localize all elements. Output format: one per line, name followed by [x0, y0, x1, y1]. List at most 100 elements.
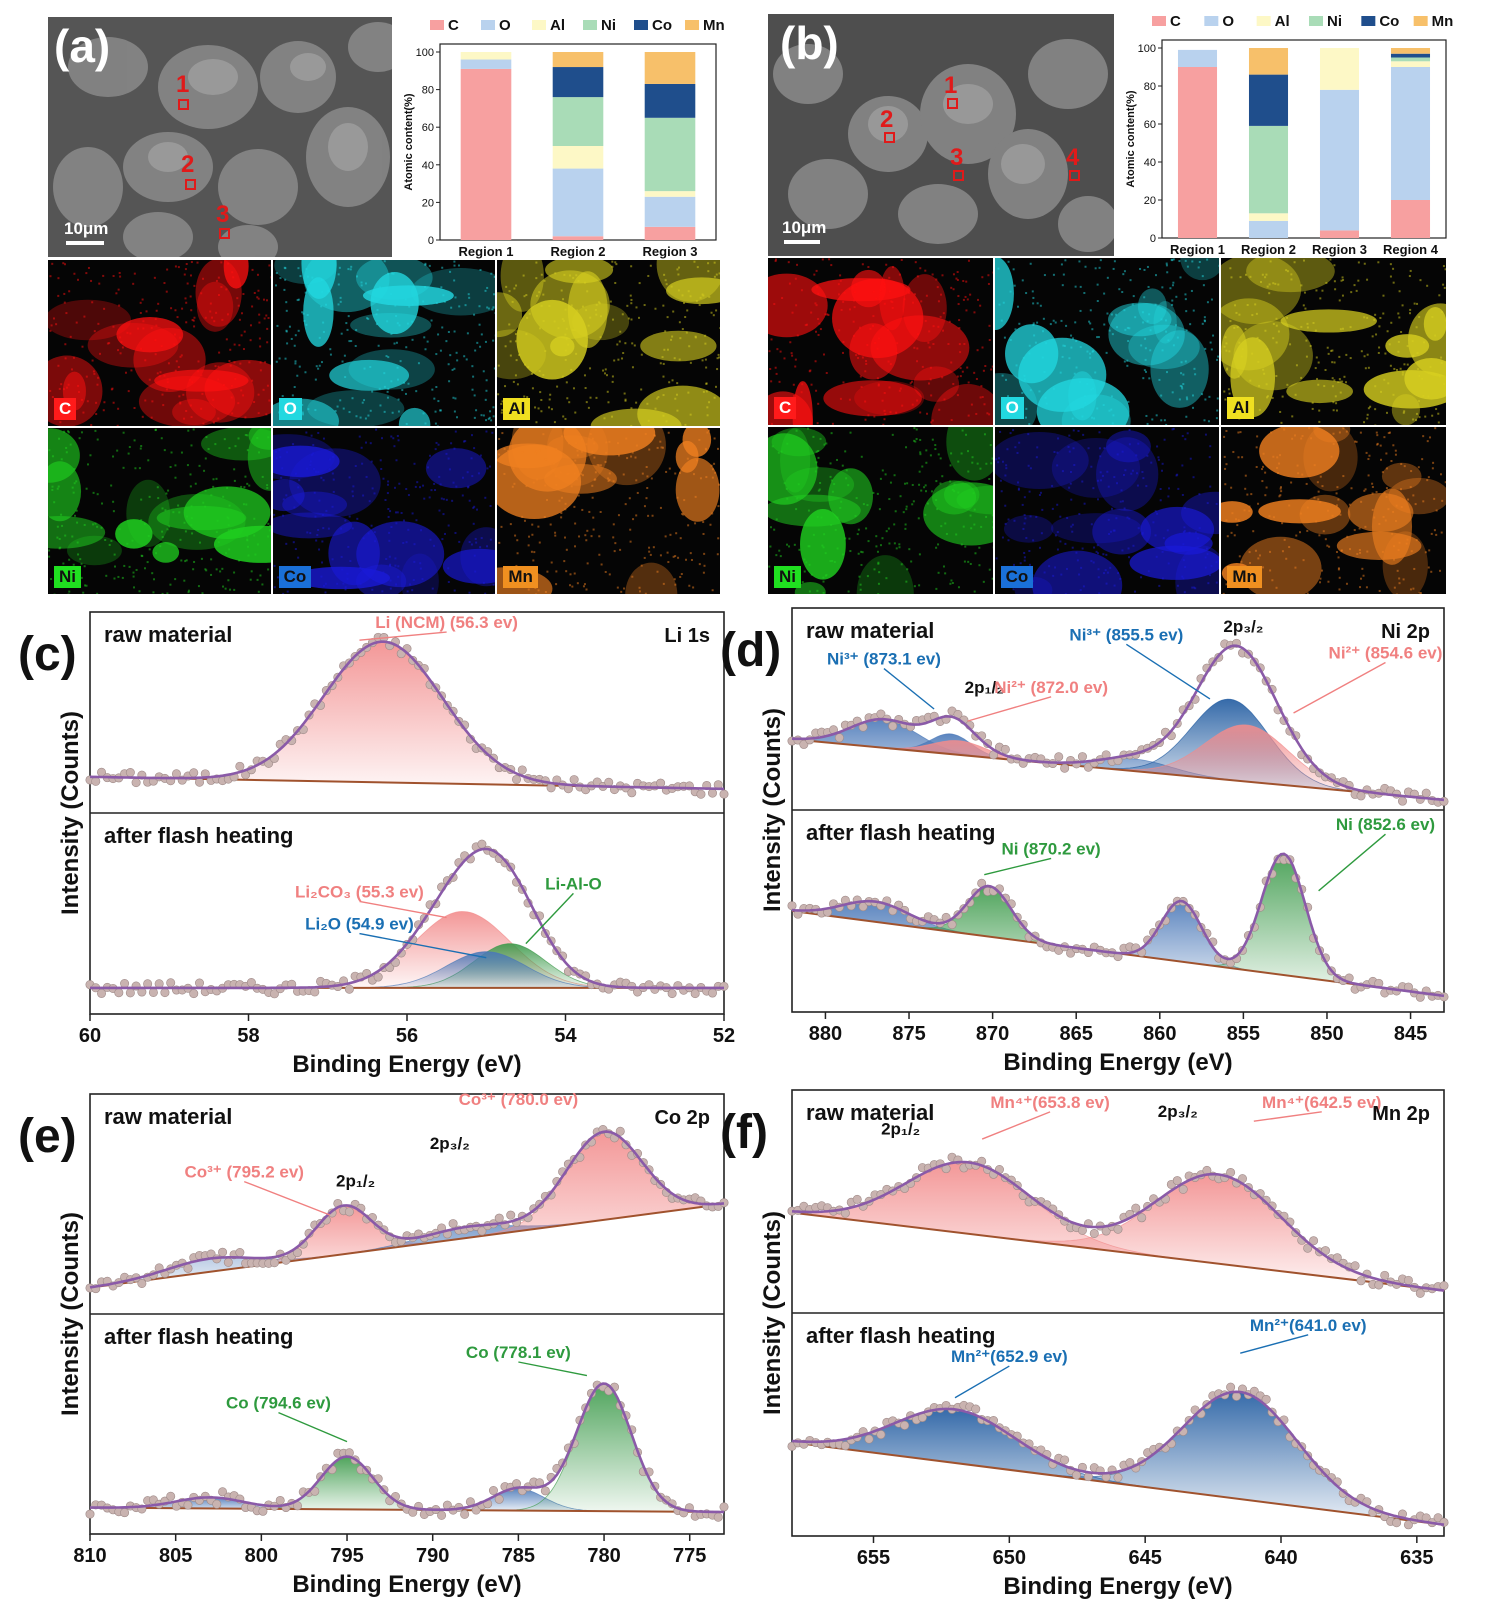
map-speck	[991, 365, 993, 368]
map-speck	[660, 506, 663, 509]
map-speck	[283, 288, 286, 291]
map-speck	[1182, 559, 1185, 562]
map-speck	[1435, 533, 1438, 536]
map-speck	[85, 272, 88, 275]
map-speck	[967, 381, 970, 384]
map-speck	[1161, 286, 1164, 289]
map-speck	[491, 339, 494, 342]
map-speck	[857, 352, 860, 355]
map-speck	[1079, 309, 1082, 312]
map-speck	[256, 578, 259, 581]
map-speck	[618, 514, 621, 517]
map-speck	[204, 316, 207, 319]
map-speck	[1113, 260, 1116, 263]
map-speck	[537, 589, 540, 592]
map-speck	[607, 390, 610, 393]
map-speck	[770, 422, 773, 425]
map-speck	[1418, 374, 1421, 377]
map-speck	[264, 361, 267, 364]
map-speck	[605, 441, 608, 444]
map-speck	[141, 298, 144, 301]
map-speck	[1096, 544, 1099, 547]
map-speck	[1180, 385, 1183, 388]
map-speck	[1286, 383, 1289, 386]
map-speck	[890, 300, 893, 303]
map-speck	[1022, 356, 1025, 359]
map-speck	[849, 431, 852, 434]
map-speck	[542, 293, 545, 296]
map-speck	[1366, 417, 1369, 420]
map-speck	[166, 381, 169, 384]
map-speck	[706, 406, 709, 409]
map-speck	[1386, 467, 1389, 470]
map-speck	[717, 447, 720, 450]
map-speck	[337, 273, 340, 276]
map-speck	[426, 466, 429, 469]
map-speck	[1167, 495, 1170, 498]
map-speck	[257, 412, 260, 415]
map-speck	[422, 412, 425, 415]
map-speck	[662, 394, 665, 397]
map-speck	[1092, 487, 1095, 490]
map-speck	[1193, 373, 1196, 376]
element-map-label: C	[54, 398, 77, 420]
map-speck	[1325, 538, 1328, 541]
map-speck	[1412, 494, 1415, 497]
map-speck	[1394, 586, 1397, 589]
map-speck	[662, 375, 665, 378]
map-speck	[653, 434, 656, 437]
map-blob	[682, 428, 712, 457]
map-speck	[112, 510, 115, 513]
map-speck	[1098, 447, 1101, 450]
map-speck	[716, 357, 719, 360]
y-axis-label: Intensity (Counts)	[57, 1212, 84, 1416]
map-speck	[1238, 519, 1241, 522]
map-speck	[397, 398, 400, 401]
map-speck	[202, 501, 205, 504]
element-map-texture	[272, 428, 496, 594]
map-speck	[347, 315, 350, 318]
map-speck	[126, 331, 129, 334]
map-speck	[1072, 447, 1075, 450]
map-speck	[49, 329, 52, 332]
legend-swatch	[430, 20, 444, 30]
map-speck	[361, 401, 364, 404]
map-speck	[275, 457, 278, 460]
map-speck	[1308, 427, 1311, 430]
map-speck	[801, 383, 804, 386]
map-speck	[156, 486, 159, 489]
map-speck	[1059, 573, 1062, 576]
map-speck	[382, 477, 385, 480]
map-speck	[1088, 322, 1091, 325]
data-point	[787, 901, 797, 911]
map-speck	[150, 416, 153, 419]
map-speck	[1163, 419, 1166, 422]
map-speck	[619, 340, 622, 343]
map-speck	[301, 411, 304, 414]
map-speck	[187, 429, 190, 432]
map-speck	[718, 272, 720, 275]
map-speck	[169, 583, 172, 586]
map-speck	[678, 289, 681, 292]
map-speck	[322, 330, 325, 333]
map-blob	[625, 562, 678, 594]
map-speck	[415, 519, 418, 522]
map-speck	[405, 422, 408, 425]
map-speck	[445, 452, 448, 455]
map-speck	[648, 550, 651, 553]
map-speck	[696, 300, 699, 303]
map-speck	[1360, 500, 1363, 503]
map-speck	[1206, 301, 1209, 304]
map-speck	[714, 275, 717, 278]
map-speck	[533, 481, 536, 484]
background-line	[791, 1441, 1445, 1526]
map-speck	[515, 333, 518, 336]
map-speck	[1117, 288, 1120, 291]
bar-segment-o	[1177, 49, 1218, 67]
map-speck	[902, 511, 905, 514]
annotation-arrow	[1318, 833, 1386, 892]
map-speck	[103, 307, 106, 310]
map-speck	[807, 545, 810, 548]
map-speck	[246, 535, 249, 538]
map-speck	[116, 424, 119, 426]
